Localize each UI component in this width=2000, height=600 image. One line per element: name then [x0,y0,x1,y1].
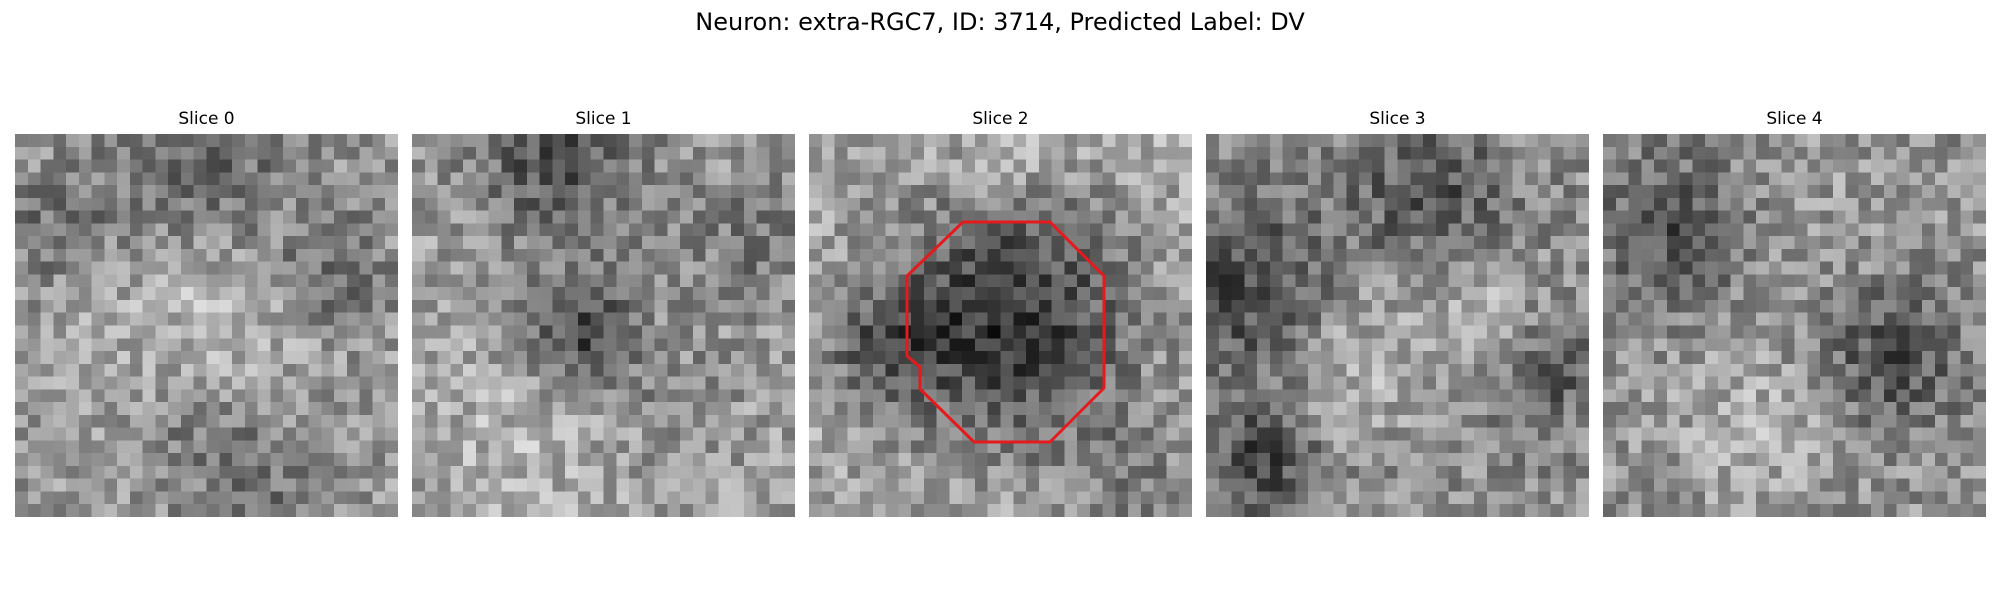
slice-panel-2: Slice 2 [809,108,1192,517]
slice-panel-1: Slice 1 [412,108,795,517]
slice-panel-3: Slice 3 [1206,108,1589,517]
slice-title-4: Slice 4 [1766,109,1823,129]
slice-pixels-3 [1206,134,1589,517]
roi-contour-overlay [905,220,1106,444]
figure-title: Neuron: extra-RGC7, ID: 3714, Predicted … [695,8,1305,36]
slice-title-0: Slice 0 [178,109,235,129]
slice-pixels-1 [412,134,795,517]
slice-panel-0: Slice 0 [15,108,398,517]
slice-pixels-0 [15,134,398,517]
slice-image-0 [15,134,398,517]
slice-title-1: Slice 1 [575,109,632,129]
slice-image-2 [809,134,1192,517]
slice-image-3 [1206,134,1589,517]
slice-title-2: Slice 2 [972,109,1029,129]
slice-pixels-4 [1603,134,1986,517]
slice-pixels-2 [809,134,1192,517]
slice-image-4 [1603,134,1986,517]
slice-title-3: Slice 3 [1369,109,1426,129]
slice-image-1 [412,134,795,517]
roi-contour [905,220,1106,444]
slice-panel-4: Slice 4 [1603,108,1986,517]
